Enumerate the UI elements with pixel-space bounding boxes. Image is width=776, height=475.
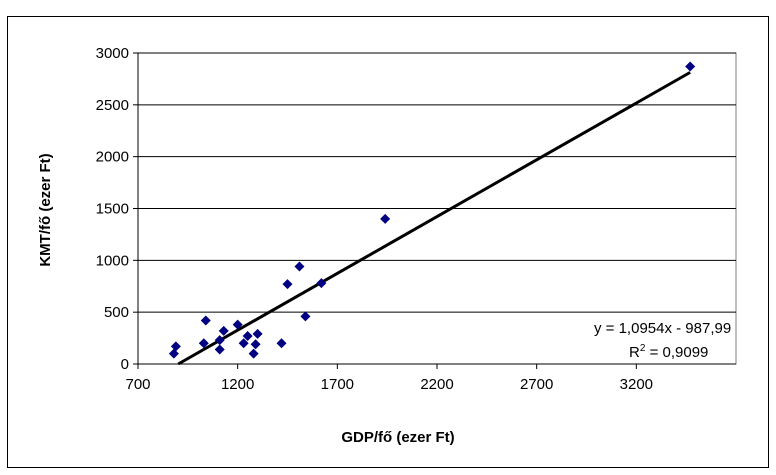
data-point-10 (248, 348, 259, 359)
y-tick-label-4: 2000 (96, 149, 129, 166)
trendline-r2: R2 = 0,9099 (629, 343, 708, 361)
scatter-chart: 0 500 1000 1500 2000 2500 3000 700 1200 1700 2200… (37, 45, 737, 446)
r2-symbol: R (629, 344, 640, 361)
trendline (177, 71, 691, 366)
y-tick-label-6: 3000 (96, 45, 129, 62)
axes (133, 52, 736, 369)
trendline-equation: y = 1,0954x - 987,99 (594, 320, 731, 337)
data-point-0 (168, 348, 179, 359)
data-point-3 (200, 315, 211, 326)
data-points (168, 61, 696, 359)
gridlines (138, 52, 736, 313)
data-point-12 (252, 328, 263, 339)
trendline-group (177, 71, 691, 366)
data-point-17 (316, 278, 327, 289)
data-point-14 (282, 279, 293, 290)
data-point-2 (198, 338, 209, 349)
data-point-5 (214, 335, 225, 346)
data-point-18 (380, 213, 391, 224)
x-tick-label-2: 1700 (321, 376, 354, 393)
data-point-1 (170, 341, 181, 352)
data-point-19 (685, 61, 696, 72)
chart-frame: 0 500 1000 1500 2000 2500 3000 700 1200 1700 2200… (7, 16, 769, 468)
data-point-9 (242, 331, 253, 342)
x-tick-label-5: 3200 (620, 376, 653, 393)
data-point-16 (300, 311, 311, 322)
data-point-11 (250, 339, 261, 350)
x-tick-label-4: 2700 (520, 376, 553, 393)
y-tick-label-5: 2500 (96, 97, 129, 114)
x-tick-label-1: 1200 (221, 376, 254, 393)
y-axis-title: KMT/fő (ezer Ft) (37, 153, 54, 266)
y-tick-label-3: 1500 (96, 201, 129, 218)
x-tick-label-3: 2200 (420, 376, 453, 393)
data-point-13 (276, 338, 287, 349)
x-tick-label-0: 700 (125, 376, 150, 393)
data-point-8 (238, 338, 249, 349)
data-point-4 (214, 344, 225, 355)
y-tick-labels: 0 500 1000 1500 2000 2500 3000 (96, 45, 129, 373)
x-axis-title: GDP/fő (ezer Ft) (341, 429, 454, 446)
data-point-7 (232, 319, 243, 330)
y-tick-label-0: 0 (121, 356, 129, 373)
r2-superscript: 2 (640, 343, 646, 354)
data-point-6 (218, 325, 229, 336)
r2-value: = 0,9099 (645, 344, 708, 361)
y-tick-label-1: 500 (104, 304, 129, 321)
data-point-15 (294, 261, 305, 272)
y-tick-label-2: 1000 (96, 252, 129, 269)
x-tick-labels: 700 1200 1700 2200 2700 3200 (125, 376, 653, 393)
